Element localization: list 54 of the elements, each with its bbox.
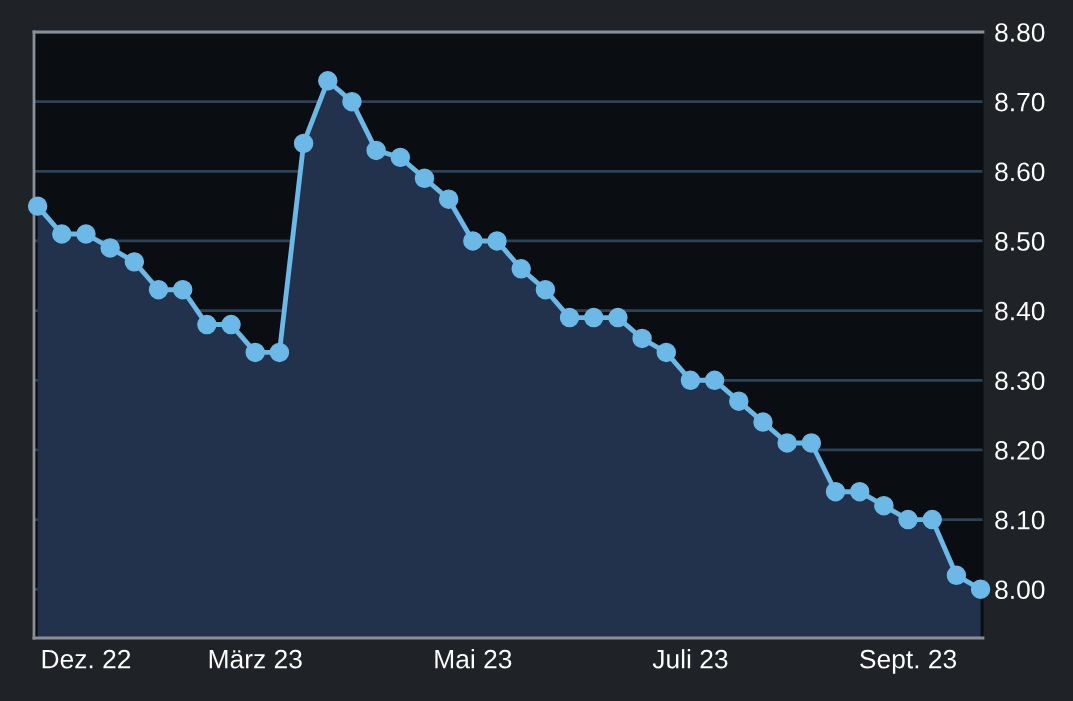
- point: [874, 495, 894, 516]
- point: [825, 482, 846, 502]
- point: [438, 189, 459, 209]
- point: [922, 509, 942, 530]
- y-tick-label: 8.40: [995, 301, 1045, 321]
- point: [777, 433, 797, 453]
- point: [584, 307, 604, 328]
- y-tick-label: 8.80: [995, 23, 1045, 42]
- point: [632, 328, 652, 349]
- point: [680, 370, 701, 390]
- point: [946, 565, 967, 586]
- point: [656, 342, 676, 363]
- point: [148, 280, 169, 300]
- point: [849, 482, 870, 502]
- point: [608, 307, 628, 328]
- point: [269, 342, 290, 363]
- point: [293, 133, 314, 154]
- point: [124, 252, 145, 272]
- x-tick-label: März 23: [209, 649, 302, 669]
- point: [559, 307, 580, 328]
- point: [753, 412, 773, 432]
- point: [245, 342, 265, 363]
- point: [414, 168, 435, 188]
- x-tick-label: Mai 23: [435, 649, 512, 669]
- point: [342, 91, 362, 112]
- y-tick-label: 8.00: [995, 580, 1045, 600]
- point: [76, 224, 96, 244]
- point: [511, 259, 531, 279]
- point: [390, 147, 411, 168]
- y-tick-label: 8.30: [995, 371, 1045, 391]
- point: [52, 224, 72, 244]
- point: [704, 370, 725, 390]
- x-tick-label: Dez. 22: [42, 649, 131, 669]
- point: [898, 509, 918, 530]
- y-tick-label: 8.10: [995, 510, 1045, 530]
- y-tick-label: 8.20: [995, 441, 1045, 460]
- point: [729, 391, 749, 411]
- point: [801, 433, 822, 453]
- point: [27, 196, 48, 216]
- y-tick-label: 8.60: [995, 162, 1045, 182]
- point: [366, 140, 386, 161]
- point: [172, 280, 193, 300]
- point: [535, 280, 556, 300]
- y-tick-label: 8.70: [995, 92, 1045, 112]
- point: [318, 71, 338, 91]
- point: [197, 314, 217, 335]
- point: [221, 314, 241, 335]
- y-tick-label: 8.50: [995, 232, 1045, 251]
- point: [100, 238, 120, 258]
- x-tick-label: Sept. 23: [860, 649, 957, 674]
- point: [463, 231, 483, 251]
- point: [970, 579, 991, 599]
- x-tick-label: Juli 23: [652, 649, 728, 669]
- point: [487, 231, 507, 251]
